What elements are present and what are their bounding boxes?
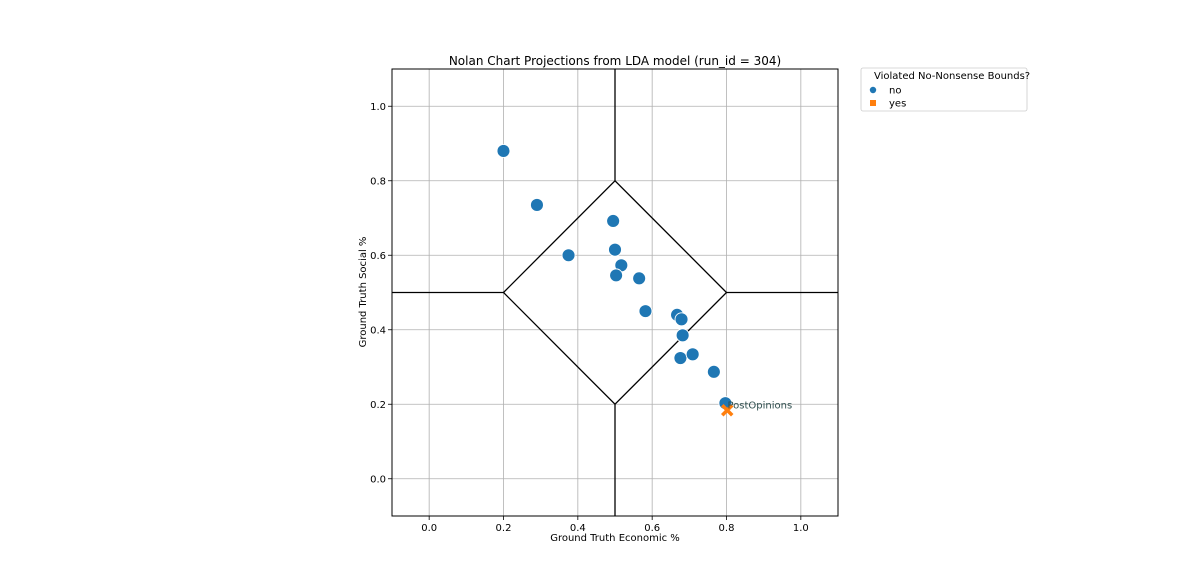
point-no [675, 328, 690, 343]
point-no [606, 214, 621, 228]
point-no [706, 364, 721, 379]
point-no [496, 143, 511, 158]
data-points [496, 143, 734, 417]
y-tick-label: 0.4 [370, 325, 386, 336]
point-no [673, 351, 688, 366]
nolan-lines [392, 69, 838, 516]
point-no [608, 242, 622, 257]
legend-label-no: no [889, 86, 901, 97]
x-axis-label: Ground Truth Economic % [550, 533, 680, 544]
x-tick-label: 0.8 [719, 523, 735, 534]
annotations: PostOpinions [728, 400, 793, 411]
axis-ticks: 0.0 0.2 0.4 0.6 0.8 1.0 0.0 0.2 0.4 0.6 0.8 1.0 [370, 102, 809, 534]
legend-label-yes: yes [889, 99, 906, 110]
y-tick-label: 0.6 [370, 251, 386, 262]
point-no [674, 312, 689, 327]
point-x-stroke [721, 403, 734, 417]
y-tick-label: 0.8 [370, 176, 386, 187]
y-tick-label: 0.2 [370, 400, 386, 411]
point-no [685, 347, 700, 362]
y-tick-label: 1.0 [370, 102, 386, 113]
legend: Violated No-Nonsense Bounds? no yes [860, 67, 1030, 112]
point-no [632, 271, 647, 286]
legend-marker-yes [870, 100, 876, 106]
point-no [530, 198, 544, 212]
x-tick-label: 0.2 [496, 523, 512, 534]
point-yes [721, 403, 734, 417]
y-tick-label: 0.0 [370, 474, 386, 485]
x-tick-label: 0.6 [644, 523, 660, 534]
legend-title: Violated No-Nonsense Bounds? [874, 71, 1030, 82]
point-no [609, 268, 624, 283]
chart-title: Nolan Chart Projections from LDA model (… [449, 54, 781, 68]
point-no [561, 248, 576, 263]
legend-marker-no [869, 86, 877, 94]
x-tick-label: 0.4 [570, 523, 586, 534]
plot-frame [391, 68, 839, 517]
legend-box [860, 67, 1028, 112]
x-tick-label: 1.0 [793, 523, 809, 534]
annotation-label: PostOpinions [728, 400, 793, 411]
y-axis-label: Ground Truth Social % [358, 237, 369, 348]
point-no [638, 304, 653, 319]
nolan-diamond [502, 179, 728, 406]
x-tick-label: 0.0 [421, 523, 437, 534]
